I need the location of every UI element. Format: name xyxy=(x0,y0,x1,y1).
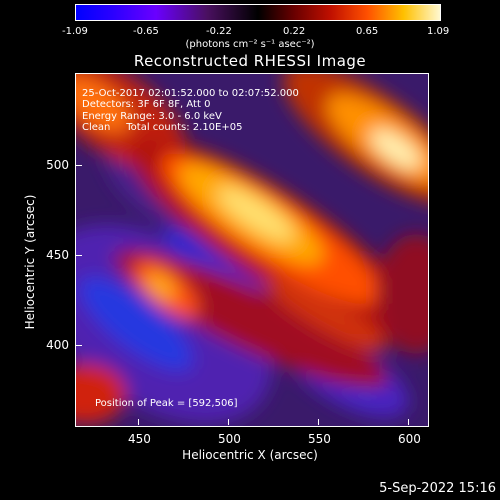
x-tick-label: 550 xyxy=(308,432,331,446)
colorbar-tick: -0.22 xyxy=(206,26,232,37)
y-axis-label: Heliocentric Y (arcsec) xyxy=(23,194,37,330)
y-tick-mark xyxy=(76,255,82,256)
energy-range: Energy Range: 3.0 - 6.0 keV xyxy=(82,111,222,122)
x-axis-label: Heliocentric X (arcsec) xyxy=(182,448,318,462)
colorbar-tick: 1.09 xyxy=(427,26,450,37)
footer-date: 5-Sep-2022 15:16 xyxy=(379,481,496,496)
rhessi-image xyxy=(76,74,428,426)
y-tick-label: 500 xyxy=(46,158,69,172)
clean-counts: Clean Total counts: 2.10E+05 xyxy=(82,122,243,133)
detectors-info: Detectors: 3F 6F 8F, Att 0 xyxy=(82,99,211,110)
observation-time: 25-Oct-2017 02:01:52.000 to 02:07:52.000 xyxy=(82,88,299,99)
x-tick-label: 450 xyxy=(128,432,151,446)
y-tick-mark xyxy=(76,165,82,166)
x-tick-label: 500 xyxy=(218,432,241,446)
x-tick-mark xyxy=(318,419,319,425)
x-tick-mark xyxy=(408,419,409,425)
y-tick-mark xyxy=(76,345,82,346)
colorbar-tick: -1.09 xyxy=(62,26,88,37)
x-tick-label: 600 xyxy=(398,432,421,446)
x-tick-mark xyxy=(138,419,139,425)
colorbar xyxy=(75,4,441,21)
colorbar-unit: (photons cm⁻² s⁻¹ asec⁻²) xyxy=(185,39,315,50)
peak-position: Position of Peak = [592,506] xyxy=(95,398,238,409)
x-tick-mark xyxy=(228,419,229,425)
image-plot xyxy=(75,73,429,427)
plot-title: Reconstructed RHESSI Image xyxy=(133,52,367,70)
colorbar-tick: 0.65 xyxy=(356,26,379,37)
colorbar-tick: 0.22 xyxy=(283,26,306,37)
colorbar-tick: -0.65 xyxy=(133,26,159,37)
y-tick-label: 400 xyxy=(46,338,69,352)
y-tick-label: 450 xyxy=(46,248,69,262)
